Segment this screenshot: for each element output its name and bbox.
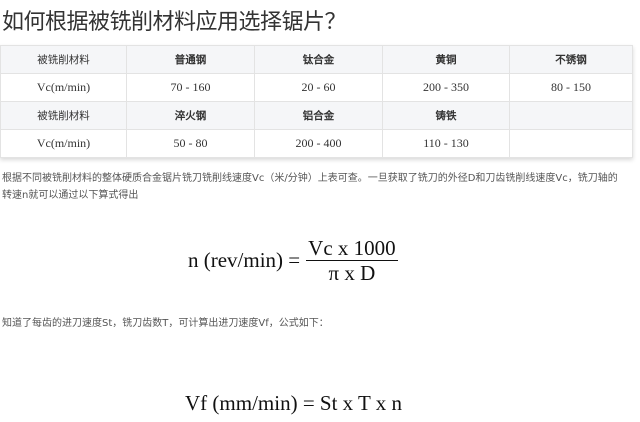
table-row: Vc(m/min) 70 - 160 20 - 60 200 - 350 80 … <box>0 73 633 102</box>
table-cell: 20 - 60 <box>254 73 383 102</box>
table-cell: Vc(m/min) <box>0 73 127 102</box>
table-cell: 200 - 400 <box>254 129 383 158</box>
table-row: Vc(m/min) 50 - 80 200 - 400 110 - 130 <box>0 129 633 158</box>
feed-rate-formula: Vf (mm/min) = St x T x n <box>185 391 402 415</box>
paragraph-spindle-speed: 根据不同被铣削材料的整体硬质合金锯片铣刀铣削线速度Vc（米/分钟）上表可查。一旦… <box>2 173 618 201</box>
formula-denominator: π x D <box>328 261 376 285</box>
formula-numerator: Vc x 1000 <box>306 236 398 261</box>
formula-lhs: n (rev/min) = <box>188 248 301 272</box>
table-cell: 70 - 160 <box>126 73 255 102</box>
table-cell: 被铣削材料 <box>0 101 127 130</box>
page-title: 如何根据被铣削材料应用选择锯片？ <box>2 10 347 35</box>
table-cell: 铝合金 <box>254 101 383 130</box>
table-cell: 被铣削材料 <box>0 45 127 74</box>
table-cell <box>509 129 633 158</box>
table-cell <box>509 101 633 130</box>
table-cell: 200 - 350 <box>382 73 510 102</box>
table-cell: 110 - 130 <box>382 129 510 158</box>
table-cell: 不锈钢 <box>509 45 633 74</box>
formula-fraction: Vc x 1000 π x D <box>306 236 398 285</box>
cutting-speed-table: 被铣削材料 普通钢 钛合金 黄铜 不锈钢 Vc(m/min) 70 - 160 … <box>0 45 633 158</box>
table-cell: 铸铁 <box>382 101 510 130</box>
spindle-speed-formula: n (rev/min) = Vc x 1000 π x D <box>188 236 398 285</box>
table-cell: 钛合金 <box>254 45 383 74</box>
table-cell: 普通钢 <box>126 45 255 74</box>
table-cell: 淬火钢 <box>126 101 255 130</box>
table-row: 被铣削材料 普通钢 钛合金 黄铜 不锈钢 <box>0 45 633 74</box>
table-row: 被铣削材料 淬火钢 铝合金 铸铁 <box>0 101 633 130</box>
table-cell: 80 - 150 <box>509 73 633 102</box>
table-cell: Vc(m/min) <box>0 129 127 158</box>
table-cell: 黄铜 <box>382 45 510 74</box>
table-cell: 50 - 80 <box>126 129 255 158</box>
paragraph-feed-rate: 知道了每齿的进刀速度St，铣刀齿数T，可计算出进刀速度Vf，公式如下： <box>2 318 329 329</box>
